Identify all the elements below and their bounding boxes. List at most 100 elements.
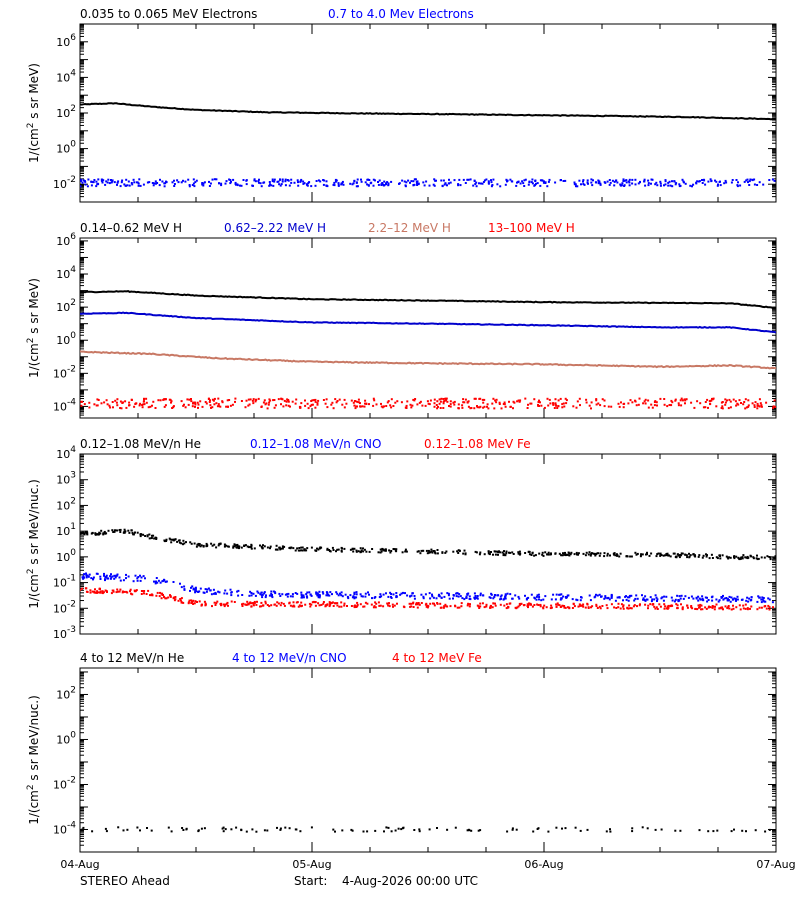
data-point bbox=[392, 405, 395, 407]
data-point bbox=[724, 403, 727, 406]
data-point bbox=[98, 588, 101, 590]
data-point bbox=[444, 603, 447, 606]
data-point bbox=[680, 404, 683, 407]
data-point bbox=[625, 179, 628, 182]
data-point bbox=[245, 830, 248, 833]
data-point bbox=[767, 597, 770, 600]
data-point bbox=[706, 596, 708, 599]
data-point bbox=[197, 542, 200, 545]
data-point bbox=[582, 180, 584, 183]
data-point bbox=[124, 530, 127, 533]
data-point bbox=[287, 400, 290, 403]
data-point bbox=[462, 401, 465, 404]
data-point bbox=[216, 600, 219, 603]
data-point bbox=[509, 551, 512, 554]
data-point bbox=[735, 598, 737, 601]
data-point bbox=[541, 551, 544, 554]
data-point bbox=[288, 184, 291, 187]
data-point bbox=[177, 599, 180, 602]
data-point bbox=[141, 404, 144, 406]
data-point bbox=[96, 591, 98, 594]
data-point bbox=[95, 185, 98, 188]
data-point bbox=[739, 184, 742, 187]
data-point bbox=[679, 597, 682, 600]
data-point bbox=[617, 402, 620, 405]
data-point bbox=[406, 400, 409, 403]
data-point bbox=[338, 605, 341, 608]
data-point bbox=[337, 548, 340, 551]
data-point bbox=[684, 399, 687, 402]
data-point bbox=[224, 828, 227, 831]
data-point bbox=[457, 183, 460, 186]
data-point bbox=[324, 402, 327, 405]
data-point bbox=[458, 178, 461, 181]
data-point bbox=[527, 606, 529, 609]
data-point bbox=[279, 827, 282, 830]
data-point bbox=[182, 404, 185, 407]
data-point bbox=[664, 180, 667, 183]
data-point bbox=[320, 603, 323, 606]
data-point bbox=[143, 592, 145, 595]
data-point bbox=[647, 607, 649, 610]
data-point bbox=[100, 529, 103, 532]
data-point bbox=[158, 184, 161, 187]
data-point bbox=[282, 602, 285, 605]
data-point bbox=[474, 183, 477, 185]
data-point bbox=[256, 590, 259, 593]
data-point bbox=[708, 557, 711, 560]
data-point bbox=[148, 533, 151, 536]
data-point bbox=[724, 605, 727, 608]
data-point bbox=[285, 404, 288, 407]
data-point bbox=[190, 586, 192, 589]
data-point bbox=[359, 402, 361, 405]
data-point bbox=[353, 404, 356, 407]
data-point bbox=[415, 603, 417, 606]
series-line bbox=[80, 102, 776, 121]
data-point bbox=[697, 604, 700, 607]
data-point bbox=[650, 552, 653, 555]
data-point bbox=[610, 603, 613, 606]
data-point bbox=[774, 555, 776, 558]
data-point bbox=[268, 594, 271, 597]
data-point bbox=[595, 398, 598, 401]
data-point bbox=[365, 550, 368, 553]
data-point bbox=[590, 401, 593, 404]
data-point bbox=[443, 605, 446, 608]
data-point bbox=[386, 401, 389, 404]
data-point bbox=[460, 602, 463, 605]
data-point bbox=[263, 592, 266, 595]
data-point bbox=[407, 179, 410, 182]
data-point bbox=[287, 179, 290, 182]
data-point bbox=[209, 589, 212, 592]
y-tick-label: 10-2 bbox=[53, 599, 76, 615]
data-point bbox=[645, 553, 647, 556]
data-point bbox=[364, 601, 367, 604]
data-point bbox=[400, 828, 403, 831]
data-point bbox=[356, 601, 359, 604]
data-point bbox=[517, 551, 520, 554]
data-point bbox=[481, 182, 484, 185]
data-point bbox=[756, 407, 759, 410]
data-point bbox=[161, 180, 164, 183]
data-point bbox=[496, 550, 498, 553]
data-point bbox=[122, 829, 125, 832]
data-point bbox=[562, 180, 565, 182]
data-point bbox=[228, 178, 231, 181]
data-point bbox=[292, 601, 295, 604]
data-point bbox=[221, 400, 224, 403]
data-point bbox=[678, 556, 681, 559]
data-point bbox=[546, 397, 549, 400]
series-4-points bbox=[80, 397, 776, 410]
data-point bbox=[622, 178, 625, 181]
data-point bbox=[336, 400, 339, 402]
data-point bbox=[331, 401, 334, 404]
data-point bbox=[111, 575, 114, 578]
data-point bbox=[310, 826, 313, 829]
data-point bbox=[511, 828, 514, 831]
data-point bbox=[157, 399, 160, 402]
data-point bbox=[92, 578, 95, 580]
data-point bbox=[631, 827, 634, 830]
data-point bbox=[711, 595, 714, 598]
data-point bbox=[682, 597, 685, 600]
data-point bbox=[279, 604, 282, 607]
